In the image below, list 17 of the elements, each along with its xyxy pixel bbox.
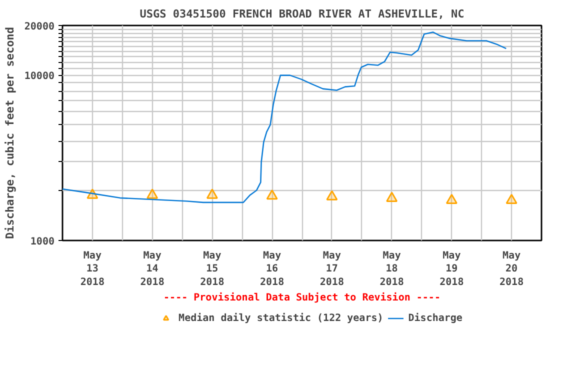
x-tick-label: May 20 2018 — [500, 250, 524, 288]
y-tick-label: 1000 — [30, 236, 55, 248]
x-tick-label: May 19 2018 — [440, 250, 464, 288]
x-tick-label: May 14 2018 — [140, 250, 164, 288]
x-tick-label: May 18 2018 — [380, 250, 404, 288]
x-tick-label: May 15 2018 — [200, 250, 224, 288]
y-axis-title: Discharge, cubic feet per second — [3, 27, 16, 239]
text: ---- Provisional Data Subject to Revision ---- — [164, 292, 440, 304]
legend-label: Discharge — [408, 312, 462, 324]
legend-label: Median daily statistic (122 years) — [178, 312, 384, 324]
line-series — [62, 32, 507, 204]
x-tick-label: May 13 2018 — [80, 250, 104, 288]
x-tick-label: May 17 2018 — [320, 250, 344, 288]
x-tick-label: May 16 2018 — [260, 250, 284, 288]
chart-title: USGS 03451500 FRENCH BROAD RIVER AT ASHEVILLE, NC — [140, 8, 464, 20]
y-tick-label: 20000 — [24, 22, 55, 32]
y-tick-label: 10000 — [24, 71, 55, 82]
